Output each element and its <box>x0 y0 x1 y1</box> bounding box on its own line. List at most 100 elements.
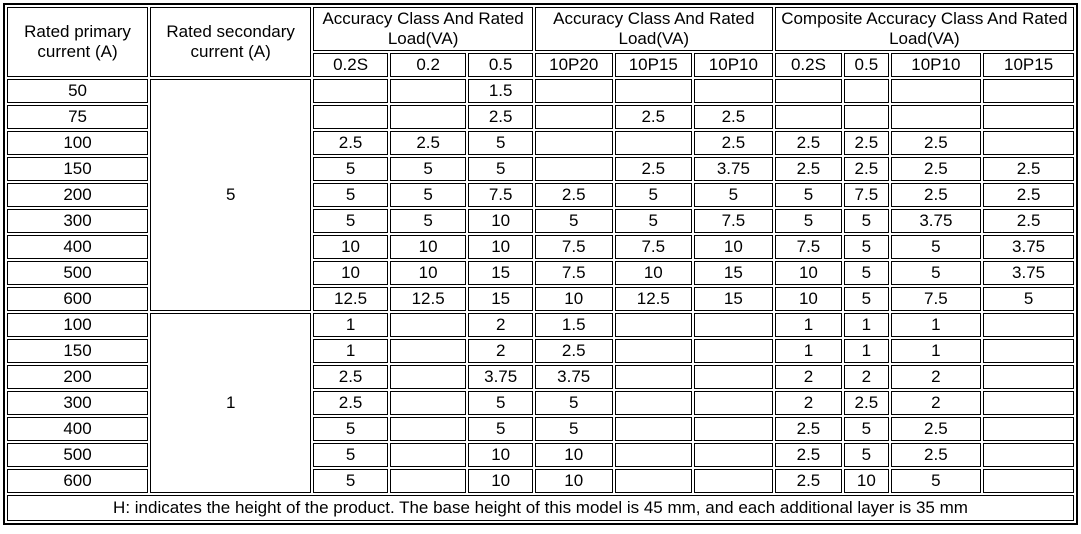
load-value-cell: 5 <box>468 417 533 441</box>
load-value-cell: 5 <box>614 183 693 207</box>
load-value-cell: 10 <box>313 261 388 285</box>
load-value-cell: 12.5 <box>614 287 693 311</box>
load-value-cell: 5 <box>534 391 613 415</box>
load-value-cell: 2.5 <box>890 417 982 441</box>
load-value-cell: 12.5 <box>313 287 388 311</box>
load-value-cell <box>983 313 1074 337</box>
load-value-cell: 7.5 <box>614 235 693 259</box>
load-value-cell: 2 <box>890 365 982 389</box>
load-value-cell: 2.5 <box>890 183 982 207</box>
table-row: 600 12.5 12.5 15 10 12.5 15 10 5 7.5 5 <box>7 287 1074 311</box>
load-value-cell <box>983 79 1074 103</box>
load-value-cell <box>983 443 1074 467</box>
load-value-cell: 10 <box>468 443 533 467</box>
load-value-cell <box>694 313 773 337</box>
load-value-cell: 2.5 <box>534 339 613 363</box>
table-row: 100 2.5 2.5 5 2.5 2.5 2.5 2.5 <box>7 131 1074 155</box>
primary-current-cell: 200 <box>7 183 149 207</box>
footer-note: H: indicates the height of the product. … <box>7 495 1074 521</box>
load-value-cell <box>614 79 693 103</box>
load-value-cell: 2.5 <box>389 131 467 155</box>
load-value-cell: 5 <box>890 469 982 493</box>
header-class-composite-10P15: 10P15 <box>983 53 1074 77</box>
load-value-cell: 15 <box>694 261 773 285</box>
load-value-cell: 2 <box>890 391 982 415</box>
load-value-cell <box>983 469 1074 493</box>
primary-current-cell: 600 <box>7 287 149 311</box>
load-value-cell: 3.75 <box>534 365 613 389</box>
load-value-cell: 10 <box>468 209 533 233</box>
load-value-cell <box>313 79 388 103</box>
table-footer: H: indicates the height of the product. … <box>7 495 1074 521</box>
load-value-cell <box>614 417 693 441</box>
table-row: 300 2.5 5 5 2 2.5 2 <box>7 391 1074 415</box>
load-value-cell <box>694 443 773 467</box>
load-value-cell: 2.5 <box>983 209 1074 233</box>
table-row: 400 10 10 10 7.5 7.5 10 7.5 5 5 3.75 <box>7 235 1074 259</box>
load-value-cell: 2.5 <box>844 157 889 181</box>
primary-current-cell: 100 <box>7 131 149 155</box>
load-value-cell <box>774 105 843 129</box>
table-row: 300 5 5 10 5 5 7.5 5 5 3.75 2.5 <box>7 209 1074 233</box>
load-value-cell: 15 <box>694 287 773 311</box>
load-value-cell <box>389 469 467 493</box>
load-value-cell: 7.5 <box>534 235 613 259</box>
header-group-accuracy-1: Accuracy Class And Rated Load(VA) <box>313 7 533 51</box>
table-row: 50 5 1.5 <box>7 79 1074 311</box>
load-value-cell <box>774 79 843 103</box>
primary-current-cell: 50 <box>7 79 149 103</box>
load-value-cell: 5 <box>774 209 843 233</box>
rating-spec-table: Rated primary current (A) Rated secondar… <box>3 3 1078 525</box>
load-value-cell: 5 <box>890 261 982 285</box>
load-value-cell <box>694 79 773 103</box>
load-value-cell: 2.5 <box>313 365 388 389</box>
header-group-accuracy-2: Accuracy Class And Rated Load(VA) <box>534 7 773 51</box>
primary-current-cell: 150 <box>7 339 149 363</box>
primary-current-cell: 75 <box>7 105 149 129</box>
header-class-row: 0.2S 0.2 0.5 10P20 10P15 10P10 0.2S 0.5 … <box>7 53 1074 77</box>
load-value-cell: 15 <box>468 261 533 285</box>
load-value-cell: 2.5 <box>774 157 843 181</box>
load-value-cell: 5 <box>534 209 613 233</box>
primary-current-cell: 500 <box>7 261 149 285</box>
load-value-cell <box>694 469 773 493</box>
primary-current-cell: 200 <box>7 365 149 389</box>
load-value-cell: 2 <box>468 339 533 363</box>
primary-current-cell: 400 <box>7 235 149 259</box>
load-value-cell <box>983 131 1074 155</box>
primary-current-cell: 100 <box>7 313 149 337</box>
load-value-cell: 5 <box>389 209 467 233</box>
load-value-cell: 5 <box>844 287 889 311</box>
load-value-cell: 1 <box>890 313 982 337</box>
load-value-cell: 2 <box>844 365 889 389</box>
load-value-cell: 2.5 <box>983 183 1074 207</box>
load-value-cell: 2.5 <box>614 157 693 181</box>
load-value-cell: 10 <box>468 469 533 493</box>
load-value-cell: 5 <box>313 183 388 207</box>
load-value-cell <box>389 443 467 467</box>
load-value-cell: 10 <box>534 469 613 493</box>
load-value-cell: 2.5 <box>313 391 388 415</box>
load-value-cell: 5 <box>844 261 889 285</box>
header-class-0.2: 0.2 <box>389 53 467 77</box>
load-value-cell: 1 <box>313 313 388 337</box>
load-value-cell: 10 <box>694 235 773 259</box>
load-value-cell: 2.5 <box>694 105 773 129</box>
load-value-cell: 1 <box>313 339 388 363</box>
load-value-cell: 2.5 <box>844 391 889 415</box>
load-value-cell: 5 <box>468 391 533 415</box>
load-value-cell: 7.5 <box>694 209 773 233</box>
load-value-cell: 5 <box>313 469 388 493</box>
load-value-cell <box>614 365 693 389</box>
load-value-cell: 10 <box>389 235 467 259</box>
load-value-cell: 10 <box>774 261 843 285</box>
load-value-cell <box>983 105 1074 129</box>
table-row: 500 5 10 10 2.5 5 2.5 <box>7 443 1074 467</box>
header-secondary-current: Rated secondary current (A) <box>150 7 312 77</box>
load-value-cell <box>694 365 773 389</box>
load-value-cell: 2.5 <box>694 131 773 155</box>
load-value-cell: 2.5 <box>890 131 982 155</box>
load-value-cell: 2.5 <box>774 417 843 441</box>
load-value-cell <box>983 365 1074 389</box>
load-value-cell <box>614 339 693 363</box>
